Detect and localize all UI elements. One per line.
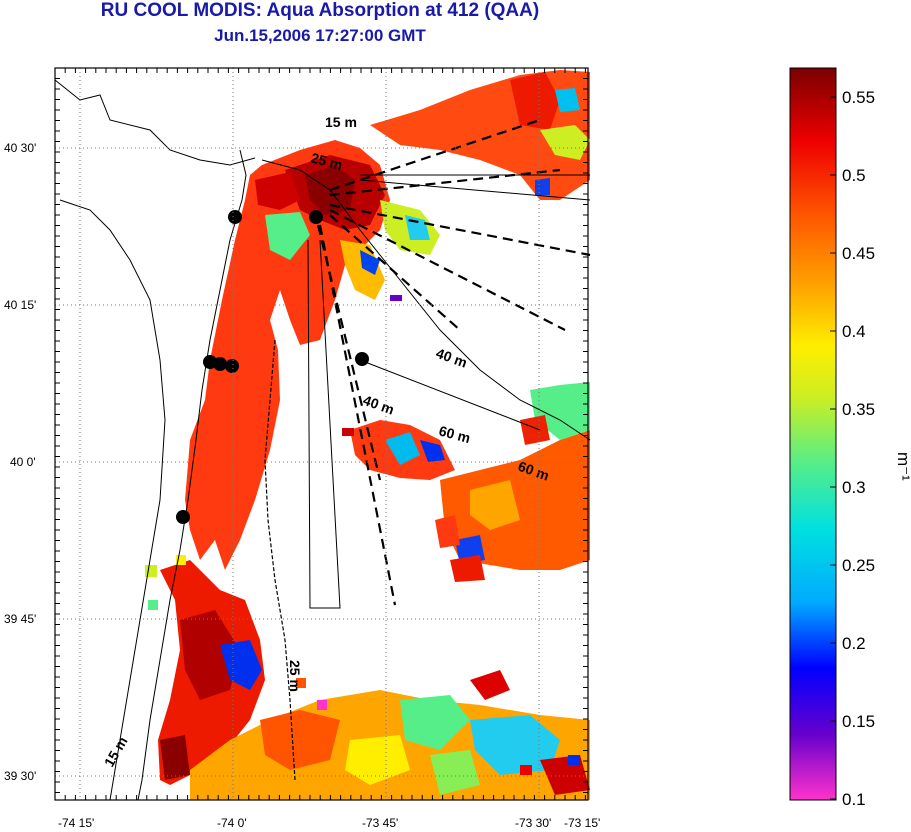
station-marker: [213, 357, 227, 371]
lon-tick-label: -74 15': [58, 816, 94, 830]
transect-lines: [316, 118, 591, 606]
lat-tick-label: 39 45': [4, 612, 36, 626]
longitude-labels: -74 15' -74 0' -73 45' -73 30' -73 15': [58, 816, 600, 830]
isobath-label: 40 m: [361, 392, 396, 418]
station-markers: [176, 210, 369, 524]
colorbar-unit-label: m⁻¹: [894, 452, 911, 481]
map-title: RU COOL MODIS: Aqua Absorption at 412 (Q…: [100, 0, 540, 21]
colorbar-tick-label: 0.15: [842, 712, 875, 731]
station-marker: [225, 359, 239, 373]
station-marker: [309, 210, 323, 224]
lon-tick-label: -73 15': [564, 816, 600, 830]
lat-tick-label: 40 15': [4, 298, 36, 312]
colorbar-tick-label: 0.4: [842, 322, 866, 341]
lat-tick-label: 40 30': [4, 141, 36, 155]
station-marker: [176, 510, 190, 524]
isobath-label: 60 m: [437, 422, 472, 446]
lat-tick-label: 40 0': [10, 455, 36, 469]
isobath-label: 15 m: [325, 114, 357, 130]
map-subtitle: Jun.15,2006 17:27:00 GMT: [214, 26, 426, 45]
colorbar: [789, 67, 837, 801]
map-frame: [54, 67, 589, 801]
colorbar-ticks: [830, 96, 836, 800]
colorbar-tick-label: 0.55: [842, 88, 875, 107]
lat-tick-label: 39 30': [4, 769, 36, 783]
colorbar-tick-label: 0.35: [842, 400, 875, 419]
station-marker: [355, 352, 369, 366]
isobath-lines: [264, 339, 296, 781]
lon-tick-label: -74 0': [217, 816, 247, 830]
isobath-label: 15 m: [101, 734, 131, 770]
colorbar-tick-label: 0.1: [842, 790, 866, 809]
colorbar-tick-label: 0.3: [842, 478, 866, 497]
colorbar-tick-label: 0.2: [842, 634, 866, 653]
isobath-label: 25 m: [309, 149, 344, 173]
latitude-labels: 40 30' 40 15' 40 0' 39 45' 39 30': [4, 141, 36, 783]
colorbar-labels: 0.55 0.5 0.45 0.4 0.35 0.3 0.25 0.2 0.15…: [842, 88, 875, 809]
graticule: [55, 68, 588, 800]
lon-tick-label: -73 30': [515, 816, 551, 830]
colorbar-tick-label: 0.5: [842, 166, 866, 185]
grid-box: [307, 174, 591, 609]
station-marker: [228, 210, 242, 224]
colorbar-tick-label: 0.25: [842, 556, 875, 575]
frame-ticks: [54, 67, 588, 800]
isobath-label: 40 m: [434, 345, 469, 371]
lon-tick-label: -73 45': [362, 816, 398, 830]
absorption-field: [145, 70, 590, 800]
colorbar-tick-label: 0.45: [842, 244, 875, 263]
isobath-label: 25 m: [287, 660, 303, 692]
